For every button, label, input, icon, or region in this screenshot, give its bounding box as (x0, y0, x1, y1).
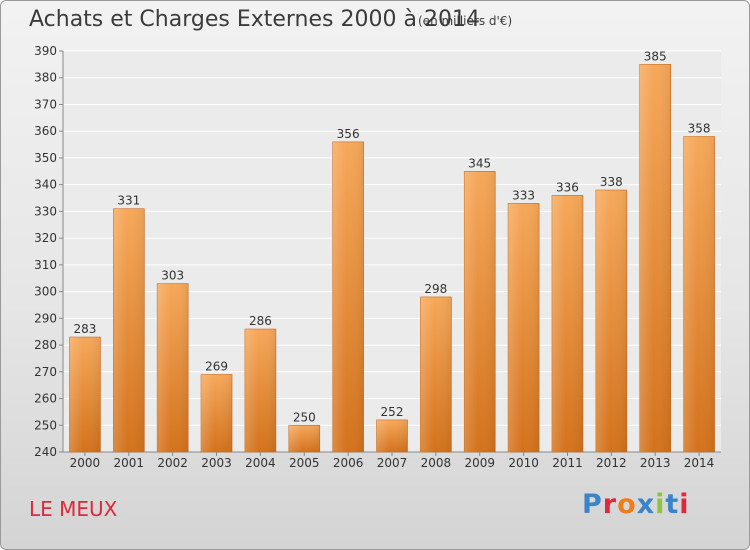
y-tick-label: 350 (34, 151, 57, 165)
bar-shine (244, 329, 276, 452)
y-tick-label: 360 (34, 124, 57, 138)
bar-shine (595, 190, 627, 452)
data-label: 298 (424, 282, 447, 296)
x-tick-label: 2011 (552, 456, 583, 470)
bar-shine (683, 136, 715, 452)
x-tick-label: 2010 (508, 456, 539, 470)
data-label: 356 (337, 127, 360, 141)
data-label: 338 (600, 175, 623, 189)
y-tick-label: 250 (34, 418, 57, 432)
y-tick-label: 300 (34, 285, 57, 299)
bar-shine (420, 296, 452, 452)
chart-subtitle: (en milliers d'€) (418, 14, 513, 28)
data-label: 345 (468, 156, 491, 170)
data-label: 385 (644, 49, 667, 63)
y-tick-label: 260 (34, 392, 57, 406)
chart-title: Achats et Charges Externes 2000 à 2014 (29, 7, 480, 32)
x-tick-label: 2002 (157, 456, 188, 470)
y-tick-label: 280 (34, 338, 57, 352)
y-tick-label: 390 (34, 44, 57, 58)
y-tick-label: 370 (34, 97, 57, 111)
bar-shine (201, 374, 233, 452)
bar-shine (551, 195, 583, 453)
y-tick-label: 330 (34, 204, 57, 218)
x-tick-label: 2012 (596, 456, 627, 470)
x-tick-label: 2003 (201, 456, 232, 470)
bar-shine (157, 283, 189, 452)
logo-letter: o (617, 489, 637, 520)
bar-shine (508, 203, 540, 452)
bar-shine (639, 64, 671, 452)
x-tick-label: 2009 (464, 456, 495, 470)
data-label: 336 (556, 180, 579, 194)
bar-shine (332, 141, 364, 453)
x-tick-label: 2005 (289, 456, 320, 470)
y-tick-label: 270 (34, 365, 57, 379)
bar-shine (288, 425, 320, 452)
x-tick-label: 2014 (684, 456, 715, 470)
x-tick-label: 2006 (333, 456, 364, 470)
x-tick-label: 2007 (377, 456, 408, 470)
bar-shine (376, 419, 408, 452)
y-tick-label: 310 (34, 258, 57, 272)
data-label: 252 (381, 405, 404, 419)
y-tick-label: 320 (34, 231, 57, 245)
x-tick-label: 2001 (114, 456, 145, 470)
bar-shine (113, 208, 145, 452)
logo-letter: i (655, 489, 666, 520)
data-label: 269 (205, 359, 228, 373)
x-tick-label: 2013 (640, 456, 671, 470)
data-label: 331 (117, 194, 140, 208)
y-tick-label: 290 (34, 311, 57, 325)
proxiti-logo: Proxiti (582, 489, 690, 520)
x-tick-label: 2004 (245, 456, 276, 470)
x-tick-label: 2000 (70, 456, 101, 470)
bar-shine (69, 337, 101, 452)
x-tick-label: 2008 (421, 456, 452, 470)
logo-letter: t (665, 489, 680, 520)
y-tick-label: 240 (34, 445, 57, 459)
logo-letter: r (602, 489, 618, 520)
data-label: 283 (73, 322, 96, 336)
data-label: 303 (161, 269, 184, 283)
commune-name: LE MEUX (29, 497, 118, 521)
data-label: 358 (688, 122, 711, 136)
logo-letter: i (679, 489, 690, 520)
bar-shine (464, 171, 496, 453)
logo-letter: x (636, 489, 656, 520)
data-label: 333 (512, 188, 535, 202)
y-tick-label: 340 (34, 178, 57, 192)
y-tick-label: 380 (34, 71, 57, 85)
data-label: 286 (249, 314, 272, 328)
data-label: 250 (293, 410, 316, 424)
logo-letter: P (582, 489, 603, 520)
